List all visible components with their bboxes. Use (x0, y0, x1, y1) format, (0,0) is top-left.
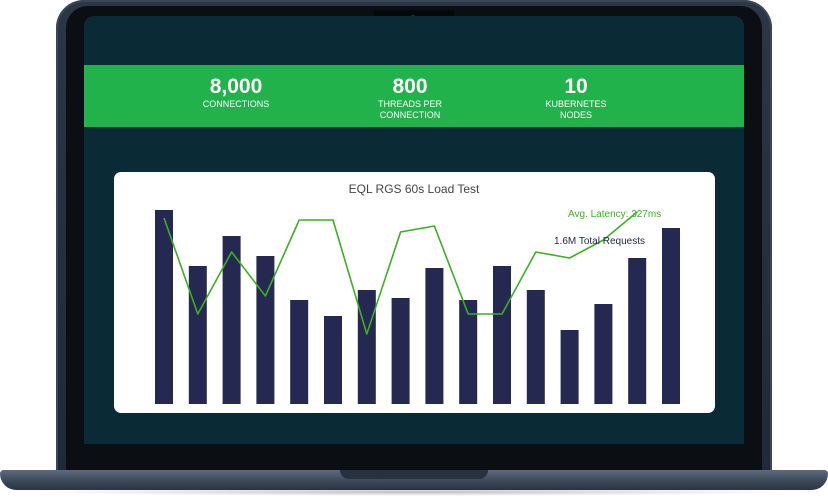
stat-threads: 800 THREADS PER CONNECTION (330, 75, 490, 121)
bar-4 (290, 300, 309, 404)
laptop-base (0, 470, 828, 490)
stat-value: 800 (392, 75, 428, 98)
stat-label: KUBERNETES (545, 99, 607, 109)
bar-9 (459, 300, 478, 404)
stat-nodes: 10 KUBERNETES NODES (496, 75, 656, 121)
stat-label: THREADS PER (377, 99, 442, 109)
bar-0 (155, 210, 173, 404)
requests-annotation: 1.6M Total Requests (554, 236, 645, 247)
stat-value: 8,000 (209, 75, 263, 98)
bar-7 (391, 298, 410, 404)
stats-bar: 8,000 CONNECTIONS 800 THREADS PER CONNEC… (84, 65, 744, 127)
bar-1 (188, 266, 207, 404)
bar-6 (357, 290, 376, 404)
latency-line (163, 211, 638, 335)
bar-13 (594, 304, 613, 404)
laptop-shadow (30, 488, 798, 496)
bar-8 (425, 268, 444, 404)
bar-12 (560, 330, 579, 404)
stat-connections: 8,000 CONNECTIONS (156, 76, 316, 110)
chart-card: EQL RGS 60s Load Test Avg. Latency: 327m… (114, 172, 715, 413)
bar-14 (628, 258, 647, 404)
bar-2 (222, 236, 241, 404)
bar-10 (493, 266, 511, 404)
bar-15 (662, 228, 680, 404)
chart-title: EQL RGS 60s Load Test (349, 182, 480, 196)
load-test-chart: EQL RGS 60s Load Test Avg. Latency: 327m… (155, 182, 680, 404)
bar-5 (324, 316, 342, 404)
stat-value: 10 (564, 75, 588, 98)
stat-label-line2: CONNECTION (379, 110, 441, 120)
stat-label: CONNECTIONS (202, 99, 270, 109)
bar-11 (526, 290, 545, 404)
stat-label-line2: NODES (559, 110, 592, 120)
latency-annotation: Avg. Latency: 327ms (568, 209, 661, 220)
laptop-base-notch (340, 470, 488, 479)
bar-3 (256, 256, 275, 404)
laptop-screen: 8,000 CONNECTIONS 800 THREADS PER CONNEC… (84, 16, 744, 444)
